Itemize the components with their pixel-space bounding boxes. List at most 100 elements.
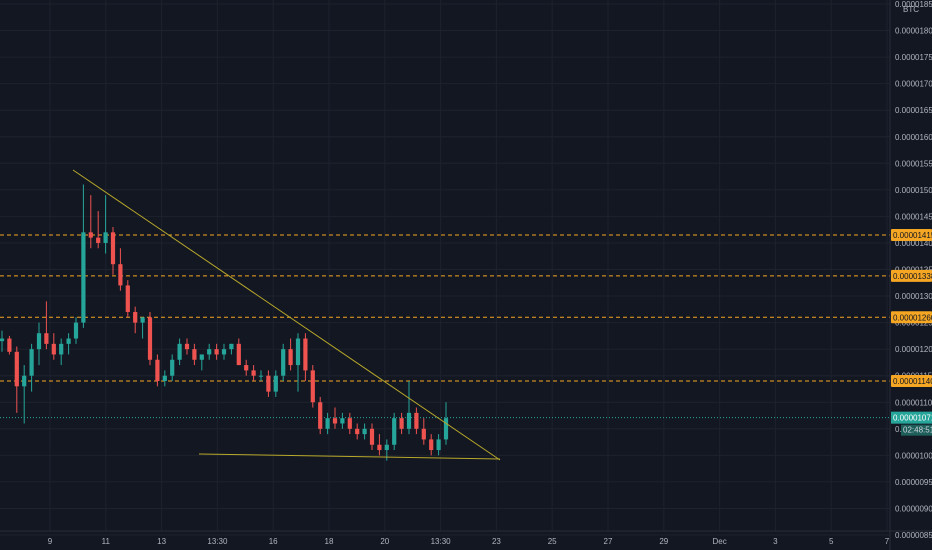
candle-body [303, 338, 308, 371]
candle-body [273, 375, 278, 392]
level-price-tag [891, 311, 932, 324]
x-tick-label: 5 [829, 537, 834, 546]
x-tick-label: 11 [102, 537, 111, 546]
candle-body [229, 343, 234, 350]
level-price-tag-label: 0.00001140 [893, 377, 932, 386]
candle-body [177, 343, 182, 360]
candle-body [221, 349, 227, 355]
level-price-tag-label: 0.00001415 [893, 231, 932, 240]
x-tick-label: 20 [380, 537, 389, 546]
candle-body [288, 349, 293, 366]
candle-body [110, 232, 116, 265]
candle-body [384, 444, 389, 451]
candle-body [207, 349, 212, 355]
candle-body [392, 418, 397, 445]
candle-body [258, 375, 264, 377]
candles-layer [0, 184, 449, 461]
candle-body [244, 365, 249, 371]
x-tick-label: 29 [659, 537, 668, 546]
candle-body [59, 343, 64, 355]
candle-body [66, 338, 71, 344]
y-tick-label: 0.00000850 [895, 531, 932, 540]
candle-body [362, 428, 367, 435]
level-price-tag-label: 0.00001260 [893, 313, 932, 322]
candle-body [103, 232, 108, 243]
candle-body [170, 359, 175, 376]
candle-body [147, 317, 153, 360]
candle-body [399, 418, 404, 429]
candle-body [44, 333, 49, 344]
candle-body [340, 418, 345, 424]
support-trendline[interactable] [198, 453, 501, 460]
candle-body [51, 343, 56, 355]
candle-body [414, 412, 419, 429]
candle-body [73, 322, 79, 339]
candle-body [133, 311, 138, 323]
currency-label: BTC [903, 5, 919, 14]
candle-body [88, 232, 93, 238]
candle-body [155, 359, 160, 382]
candle-body [251, 370, 256, 376]
candle-body [118, 264, 123, 286]
candle-body [266, 375, 271, 392]
candle-body [125, 285, 130, 312]
candle-body [369, 428, 375, 445]
x-tick-label: 13 [157, 537, 166, 546]
candle-body [214, 349, 219, 355]
x-tick-label: 25 [548, 537, 557, 546]
level-price-tag-label: 0.00001338 [893, 272, 932, 281]
level-price-tag [891, 375, 932, 388]
trendlines[interactable] [72, 169, 501, 461]
candle-body [236, 343, 241, 366]
candle-body [377, 444, 382, 451]
candle-body [184, 343, 190, 350]
candle-body [281, 349, 286, 376]
countdown-tag-label: 02:48:51 [903, 426, 932, 435]
x-tick-label: 3 [773, 537, 778, 546]
horizontal-levels[interactable] [0, 234, 890, 419]
candle-body [347, 418, 352, 429]
candle-body [325, 418, 330, 429]
candle-body [199, 354, 204, 360]
x-tick-label: 13:30 [431, 537, 452, 546]
descending-trendline[interactable] [72, 169, 501, 461]
x-tick-label: Dec [712, 537, 726, 546]
candle-body [29, 349, 34, 376]
candle-body [295, 338, 301, 366]
current-price-tag-label: 0.00001071 [893, 414, 932, 423]
x-tick-label: 9 [48, 537, 53, 546]
candle-body [318, 402, 323, 429]
x-tick-label: 23 [492, 537, 501, 546]
candle-body [436, 439, 441, 451]
x-tick-label: 16 [269, 537, 278, 546]
candle-body [140, 317, 145, 323]
candle-body [162, 375, 167, 382]
candle-body [81, 232, 86, 323]
x-tick-label: 7 [885, 537, 890, 546]
candle-body [429, 439, 434, 451]
candle-body [406, 412, 412, 429]
current-price-tag [891, 411, 932, 424]
candle-body [443, 418, 449, 440]
candle-body [192, 349, 197, 360]
grid-lines [0, 0, 890, 536]
candle-body [332, 418, 338, 424]
